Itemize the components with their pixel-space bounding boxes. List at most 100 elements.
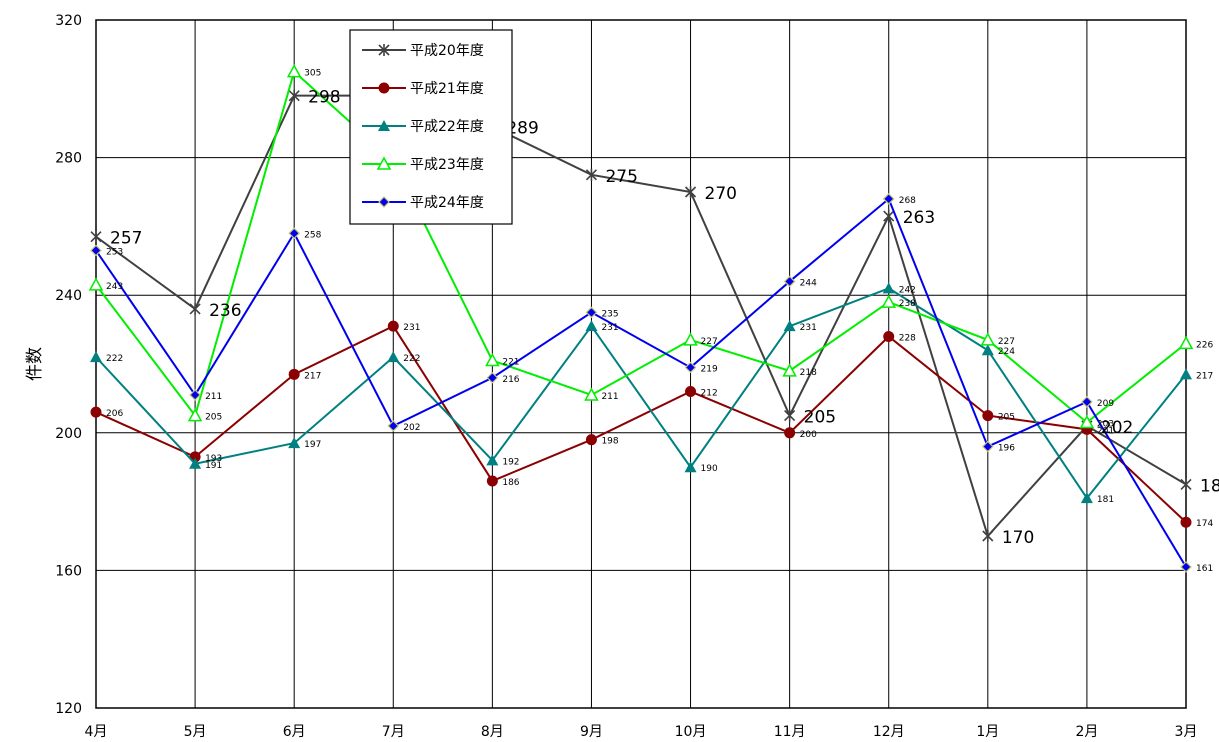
data-label: 227 [998, 337, 1015, 347]
y-tick-label: 280 [55, 151, 82, 167]
series-line [95, 287, 1187, 500]
x-tick-label: 9月 [580, 724, 603, 740]
data-point-triangle [486, 454, 499, 466]
data-point-circle [784, 427, 796, 439]
data-point-triangle [288, 437, 301, 449]
data-point-diamond [882, 193, 895, 205]
data-label: 200 [800, 430, 817, 440]
data-label: 228 [899, 333, 916, 343]
x-tick-label: 6月 [283, 724, 306, 740]
data-label: 289 [506, 119, 538, 139]
data-label: 206 [106, 409, 123, 419]
data-point-triangle-open [376, 156, 392, 170]
data-labels: 257 236 298 289 275 270 205 263 170 202 185 206 193 2… [106, 69, 1219, 574]
data-point-triangle [882, 282, 895, 294]
data-point-triangle [981, 344, 994, 356]
data-point-triangle-open [782, 363, 797, 377]
data-point-circle [685, 386, 697, 398]
data-label: 243 [106, 282, 123, 292]
data-label: 190 [701, 464, 718, 474]
data-point-circle [1180, 516, 1192, 528]
data-point-diamond [783, 275, 796, 288]
data-point-star [189, 302, 201, 315]
data-label: 205 [998, 413, 1015, 423]
y-tick-label: 120 [55, 701, 82, 717]
data-label: 231 [403, 323, 420, 333]
data-point-triangle [189, 457, 202, 469]
x-axis-ticks: 4月 5月 6月 7月 8月 9月 10月 11月 12月 1月 2月 3月 [85, 724, 1198, 740]
legend-label: 平成22年度 [410, 119, 484, 135]
series-line [95, 94, 1187, 538]
legend-entry: 平成24年度 [362, 195, 484, 211]
data-point-star [982, 530, 994, 542]
data-label: 236 [209, 301, 241, 321]
data-label: 191 [205, 461, 222, 471]
data-label: 270 [705, 184, 737, 204]
data-point-star [1180, 478, 1192, 491]
legend-entry: 平成21年度 [362, 81, 484, 97]
data-label: 211 [601, 392, 618, 402]
data-label: 257 [110, 229, 142, 249]
data-point-triangle [585, 320, 598, 332]
series-2 [90, 320, 1192, 528]
plot-border [95, 19, 1187, 709]
series-line [95, 324, 1187, 523]
data-point-triangle-open [584, 387, 599, 401]
data-label: 231 [601, 323, 618, 333]
data-point-star [784, 409, 796, 422]
legend-entry: 平成20年度 [362, 43, 484, 59]
data-point-triangle-open [286, 64, 302, 78]
data-label: 212 [701, 389, 718, 399]
series-4 [88, 64, 1194, 429]
data-label: 218 [800, 368, 817, 378]
data-point-triangle-open [683, 332, 698, 346]
legend-label: 平成20年度 [410, 43, 484, 59]
y-axis-title: 件数 [25, 347, 45, 381]
data-point-circle [387, 320, 399, 332]
legend-entry: 平成22年度 [362, 119, 484, 135]
data-label: 222 [403, 354, 420, 364]
data-label: 186 [502, 478, 519, 488]
data-point-triangle [387, 351, 400, 363]
data-label: 298 [308, 88, 340, 108]
data-point-circle [486, 475, 498, 487]
x-tick-label: 7月 [382, 724, 405, 740]
data-point-diamond [585, 306, 598, 319]
data-point-triangle [1080, 492, 1093, 504]
data-point-diamond [189, 389, 201, 401]
x-tick-label: 12月 [873, 724, 905, 740]
x-tick-label: 3月 [1175, 724, 1198, 740]
data-point-triangle-open [1079, 414, 1095, 429]
data-label: 181 [1097, 495, 1114, 505]
data-point-triangle [684, 461, 697, 473]
data-label: 209 [1097, 399, 1114, 409]
data-point-triangle-open [881, 294, 896, 308]
data-point-star [585, 168, 598, 181]
data-label: 201 [1097, 426, 1114, 436]
data-point-star [90, 230, 102, 243]
data-label: 258 [304, 230, 321, 240]
data-point-diamond [387, 420, 400, 432]
data-label: 224 [998, 347, 1015, 357]
data-label: 217 [1196, 371, 1213, 381]
data-label: 231 [800, 323, 817, 333]
data-point-star [288, 89, 300, 102]
data-point-circle [288, 368, 300, 380]
x-tick-label: 8月 [481, 724, 504, 740]
data-point-diamond [486, 371, 499, 384]
series-3 [90, 282, 1192, 504]
x-tick-label: 5月 [184, 724, 207, 740]
data-point-diamond [981, 440, 994, 453]
data-point-triangle [378, 120, 390, 131]
data-point-triangle-open [187, 408, 203, 422]
y-tick-label: 240 [55, 288, 82, 304]
y-tick-label: 200 [55, 426, 82, 442]
data-point-triangle-open [485, 352, 500, 367]
data-point-circle [378, 82, 390, 94]
data-point-diamond [1081, 395, 1093, 408]
data-label: 242 [899, 285, 916, 295]
data-label: 161 [1196, 564, 1213, 574]
data-point-triangle [783, 320, 796, 332]
